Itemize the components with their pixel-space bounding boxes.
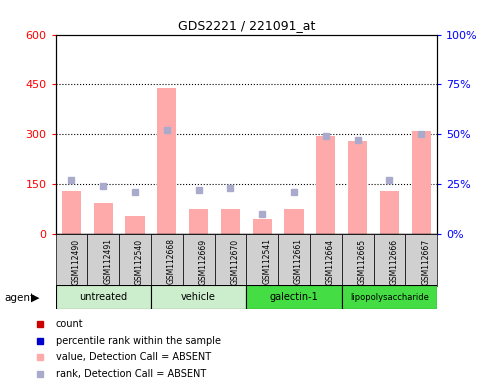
Text: GSM112664: GSM112664 [326, 238, 335, 285]
Bar [316, 136, 335, 234]
Bar [373, 234, 405, 286]
Text: GSM112491: GSM112491 [103, 238, 112, 285]
Bar [214, 234, 246, 286]
Bar [348, 141, 367, 234]
Text: value, Detection Call = ABSENT: value, Detection Call = ABSENT [56, 353, 211, 362]
Bar [189, 209, 208, 234]
Bar [56, 285, 151, 309]
Text: GSM112661: GSM112661 [294, 238, 303, 285]
Bar [126, 216, 144, 234]
Text: GSM112665: GSM112665 [357, 238, 367, 285]
Text: galectin-1: galectin-1 [270, 292, 318, 302]
Text: GSM112668: GSM112668 [167, 238, 176, 285]
Bar [87, 234, 119, 286]
Text: ▶: ▶ [30, 293, 39, 303]
Bar [151, 285, 246, 309]
Text: agent: agent [5, 293, 35, 303]
Text: GSM112541: GSM112541 [262, 238, 271, 285]
Text: percentile rank within the sample: percentile rank within the sample [56, 336, 221, 346]
Bar [246, 285, 342, 309]
Text: GSM112669: GSM112669 [199, 238, 208, 285]
Bar [221, 209, 240, 234]
Bar [310, 234, 342, 286]
Bar [183, 234, 214, 286]
Bar [342, 285, 437, 309]
Text: count: count [56, 319, 83, 329]
Title: GDS2221 / 221091_at: GDS2221 / 221091_at [178, 19, 315, 32]
Bar [412, 131, 431, 234]
Text: GSM112540: GSM112540 [135, 238, 144, 285]
Text: vehicle: vehicle [181, 292, 216, 302]
Bar [56, 234, 87, 286]
Text: lipopolysaccharide: lipopolysaccharide [350, 293, 429, 301]
Bar [278, 234, 310, 286]
Text: GSM112670: GSM112670 [230, 238, 240, 285]
Bar [253, 219, 272, 234]
Bar [284, 209, 303, 234]
Text: rank, Detection Call = ABSENT: rank, Detection Call = ABSENT [56, 369, 206, 379]
Bar [380, 191, 399, 234]
Bar [62, 191, 81, 234]
Text: untreated: untreated [79, 292, 128, 302]
Bar [119, 234, 151, 286]
Bar [405, 234, 437, 286]
Text: GSM112667: GSM112667 [421, 238, 430, 285]
Bar [342, 234, 373, 286]
Bar [157, 88, 176, 234]
Text: GSM112490: GSM112490 [71, 238, 81, 285]
Text: GSM112666: GSM112666 [389, 238, 398, 285]
Bar [151, 234, 183, 286]
Bar [246, 234, 278, 286]
Bar [94, 203, 113, 234]
